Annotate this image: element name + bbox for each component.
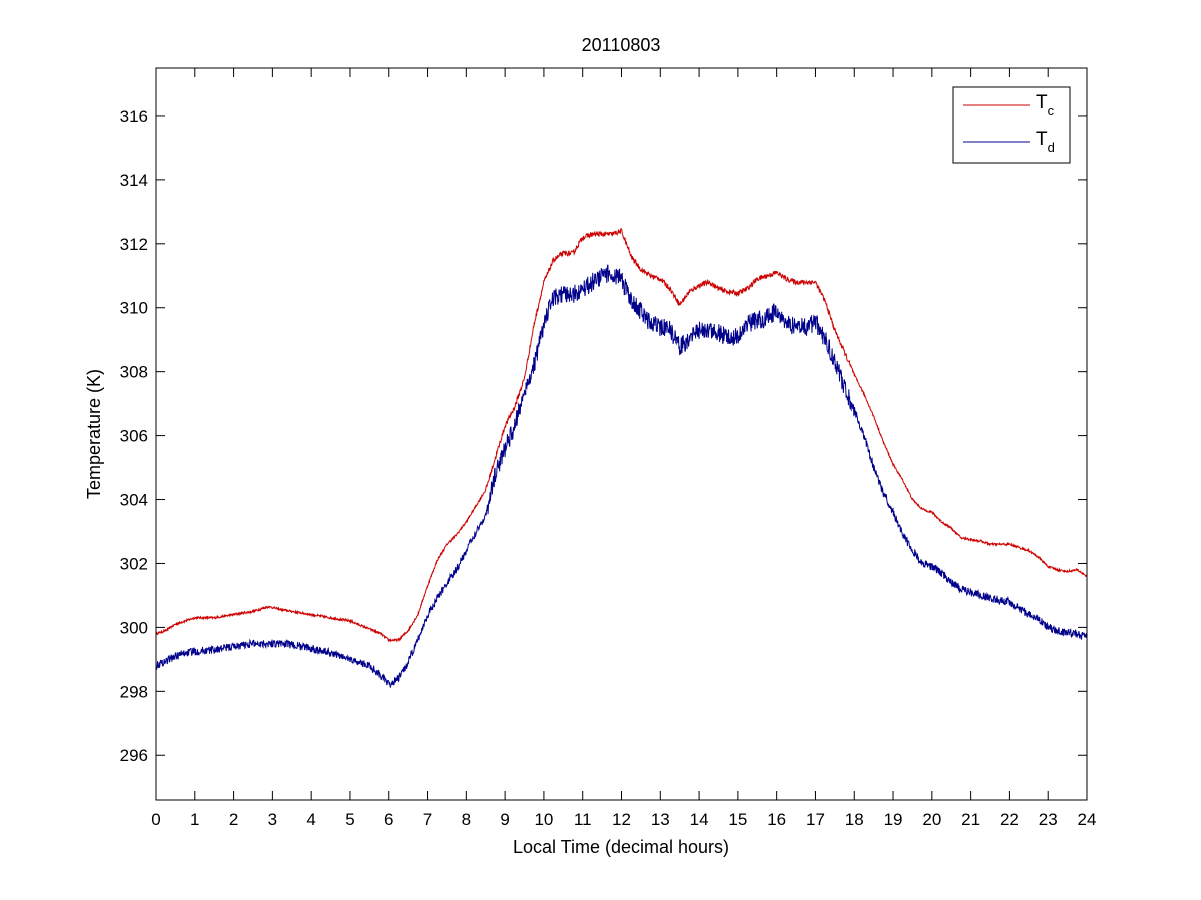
x-tick-label: 21 <box>961 810 980 829</box>
x-tick-label: 0 <box>151 810 160 829</box>
x-tick-label: 1 <box>190 810 199 829</box>
series-line-Tc <box>155 228 1088 643</box>
x-tick-label: 7 <box>423 810 432 829</box>
legend-label-tc: Tc <box>1036 92 1055 118</box>
y-tick-label: 302 <box>120 554 148 573</box>
y-axis-label: Temperature (K) <box>84 369 104 499</box>
x-tick-label: 19 <box>884 810 903 829</box>
plot-series <box>155 228 1088 688</box>
x-tick-label: 17 <box>806 810 825 829</box>
legend-box <box>952 86 1071 164</box>
x-tick-label: 22 <box>1000 810 1019 829</box>
x-tick-label: 15 <box>728 810 747 829</box>
legend-label-td-main: T <box>1036 129 1048 150</box>
x-tick-label: 18 <box>845 810 864 829</box>
x-tick-label: 5 <box>345 810 354 829</box>
x-tick-label: 20 <box>922 810 941 829</box>
x-tick-label: 10 <box>534 810 553 829</box>
x-tick-label: 16 <box>767 810 786 829</box>
series-line-Td <box>155 264 1088 688</box>
legend-label-tc-main: T <box>1036 92 1048 113</box>
y-tick-label: 306 <box>120 427 148 446</box>
legend-label-td: Td <box>1036 129 1055 155</box>
y-tick-label: 296 <box>120 746 148 765</box>
legend-label-td-sub: d <box>1048 140 1055 155</box>
x-tick-label: 2 <box>229 810 238 829</box>
x-tick-label: 12 <box>612 810 631 829</box>
x-tick-label: 4 <box>306 810 315 829</box>
axis-ticks: 0 1 2 3 4 5 6 7 8 9 10 11 12 13 14 15 16 17 18 19 20 21 22 23 24… <box>120 68 1097 829</box>
legend-label-tc-sub: c <box>1048 103 1055 118</box>
x-tick-label: 13 <box>651 810 670 829</box>
y-tick-label: 304 <box>120 491 148 510</box>
x-tick-label: 3 <box>268 810 277 829</box>
y-tick-label: 310 <box>120 299 148 318</box>
y-tick-label: 316 <box>120 107 148 126</box>
x-tick-label: 24 <box>1078 810 1097 829</box>
x-tick-label: 23 <box>1039 810 1058 829</box>
x-tick-label: 6 <box>384 810 393 829</box>
x-tick-label: 14 <box>690 810 709 829</box>
y-tick-label: 314 <box>120 171 148 190</box>
x-tick-label: 8 <box>462 810 471 829</box>
x-tick-label: 9 <box>500 810 509 829</box>
chart-title: 20110803 <box>582 35 661 55</box>
y-tick-label: 312 <box>120 235 148 254</box>
y-tick-label: 300 <box>120 618 148 637</box>
y-tick-label: 298 <box>120 682 148 701</box>
x-tick-label: 11 <box>574 810 592 829</box>
legend: Tc Td <box>952 86 1071 164</box>
y-tick-label: 308 <box>120 363 148 382</box>
x-axis-label: Local Time (decimal hours) <box>513 837 729 857</box>
